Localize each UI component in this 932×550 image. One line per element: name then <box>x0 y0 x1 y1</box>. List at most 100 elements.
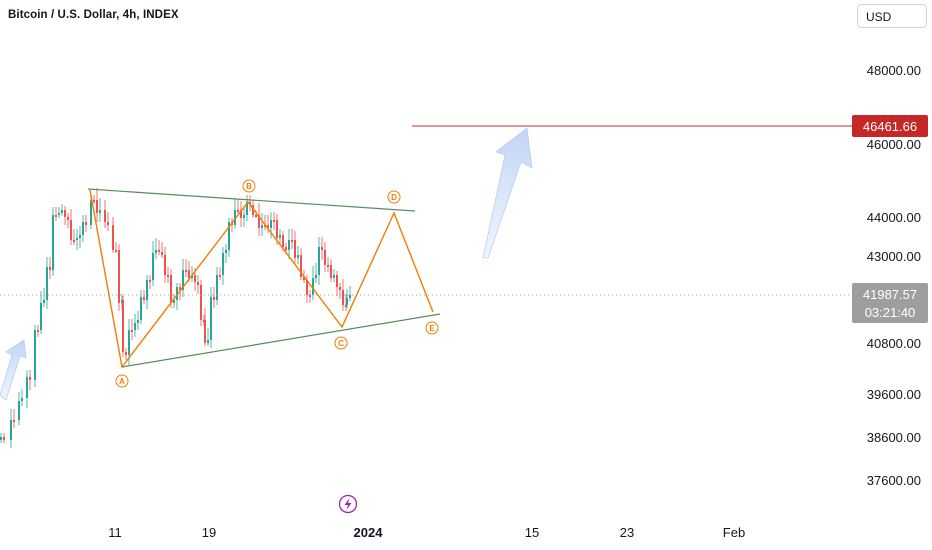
candle-body <box>258 215 260 228</box>
candle-body <box>222 253 224 275</box>
candle-body <box>182 270 184 290</box>
candle-body <box>306 280 308 295</box>
candle-body <box>243 215 245 218</box>
candle-body <box>315 275 317 278</box>
candle-body <box>279 235 281 238</box>
candle-body <box>288 240 290 250</box>
candle-body <box>107 222 109 225</box>
candle-body <box>3 437 5 440</box>
candle-body <box>204 320 206 343</box>
candle-body <box>82 222 84 235</box>
symbol-title: Bitcoin / U.S. Dollar, 4h, INDEX <box>8 9 179 21</box>
candle-body <box>309 295 311 297</box>
candle-body <box>342 290 344 305</box>
candle-body <box>34 330 36 380</box>
candle-body <box>93 200 95 202</box>
candle-body <box>300 255 302 277</box>
wave-path <box>89 189 434 369</box>
candle-body <box>43 300 45 303</box>
x-tick-label: 15 <box>525 525 539 540</box>
x-tick-label: 23 <box>620 525 634 540</box>
candle-body <box>131 330 133 332</box>
y-tick-label: 38600.00 <box>867 430 921 445</box>
candle-body <box>327 265 329 267</box>
candle-body <box>188 270 190 278</box>
svg-text:E: E <box>429 324 435 333</box>
candle-body <box>10 420 12 440</box>
candle-body <box>237 210 239 212</box>
candle-body <box>270 220 272 228</box>
candle-body <box>349 295 351 298</box>
candle-body <box>276 220 278 238</box>
candle-body <box>219 275 221 277</box>
candle-body <box>122 300 124 352</box>
y-tick-label: 48000.00 <box>867 63 921 78</box>
candle-body <box>29 377 31 380</box>
x-tick-label: 2024 <box>354 525 384 540</box>
candle-body <box>197 282 199 285</box>
candle-body <box>140 297 142 320</box>
x-tick-label: 19 <box>202 525 216 540</box>
candle-body <box>213 297 215 300</box>
svg-text:C: C <box>338 339 344 348</box>
time-axis[interactable]: 11 19 2024 15 23 Feb <box>108 525 745 540</box>
countdown-timer: 03:21:40 <box>865 305 916 320</box>
candle-body <box>234 210 236 225</box>
candle-body <box>149 280 151 282</box>
candle-body <box>185 270 187 272</box>
price-axis[interactable]: 48000.00 46000.00 44000.00 43000.00 40800.00… <box>867 63 921 488</box>
candle-body <box>73 240 75 242</box>
candle-body <box>264 225 266 227</box>
wave-label-c: C <box>334 336 348 350</box>
candle-body <box>273 220 275 222</box>
candle-body <box>158 250 160 252</box>
candle-body <box>339 287 341 290</box>
candle-body <box>267 225 269 228</box>
candle-body <box>176 287 178 300</box>
svg-text:A: A <box>119 377 125 386</box>
svg-text:B: B <box>246 182 252 191</box>
svg-text:46461.66: 46461.66 <box>863 119 917 134</box>
wave-label-e: E <box>425 321 439 335</box>
candle-body <box>26 377 28 398</box>
candle-body <box>285 247 287 250</box>
candle-body <box>297 255 299 258</box>
candle-body <box>330 265 332 278</box>
candle-body <box>228 222 230 250</box>
candle-body <box>55 215 57 217</box>
candle-body <box>200 285 202 320</box>
lightning-event-icon[interactable] <box>338 494 358 514</box>
candle-body <box>0 437 2 440</box>
candle-body <box>125 352 127 355</box>
candle-body <box>164 255 166 275</box>
y-tick-label: 43000.00 <box>867 249 921 264</box>
y-tick-label: 44000.00 <box>867 210 921 225</box>
candle-body <box>40 303 42 330</box>
candle-body <box>312 278 314 295</box>
triangle-upper-line <box>87 188 416 212</box>
candle-body <box>155 250 157 253</box>
candle-body <box>21 398 23 401</box>
candle-body <box>303 277 305 280</box>
candle-body <box>143 297 145 300</box>
candle-body <box>70 220 72 240</box>
candle-body <box>161 252 163 255</box>
upward-arrow-icon-small <box>0 339 27 401</box>
currency-selector[interactable]: USD <box>857 4 927 28</box>
candle-body <box>115 250 117 252</box>
y-tick-label: 37600.00 <box>867 473 921 488</box>
candle-body <box>137 320 139 323</box>
candle-body <box>46 267 48 300</box>
candle-body <box>216 275 218 300</box>
candle-body <box>96 200 98 213</box>
x-tick-label: Feb <box>723 525 745 540</box>
candle-body <box>118 250 120 303</box>
candle-body <box>321 247 323 250</box>
candle-body <box>194 275 196 282</box>
candle-body <box>64 210 66 217</box>
candle-body <box>13 420 15 422</box>
candle-body <box>61 210 63 213</box>
candle-body <box>294 240 296 258</box>
upward-arrow-icon-large <box>482 127 533 259</box>
